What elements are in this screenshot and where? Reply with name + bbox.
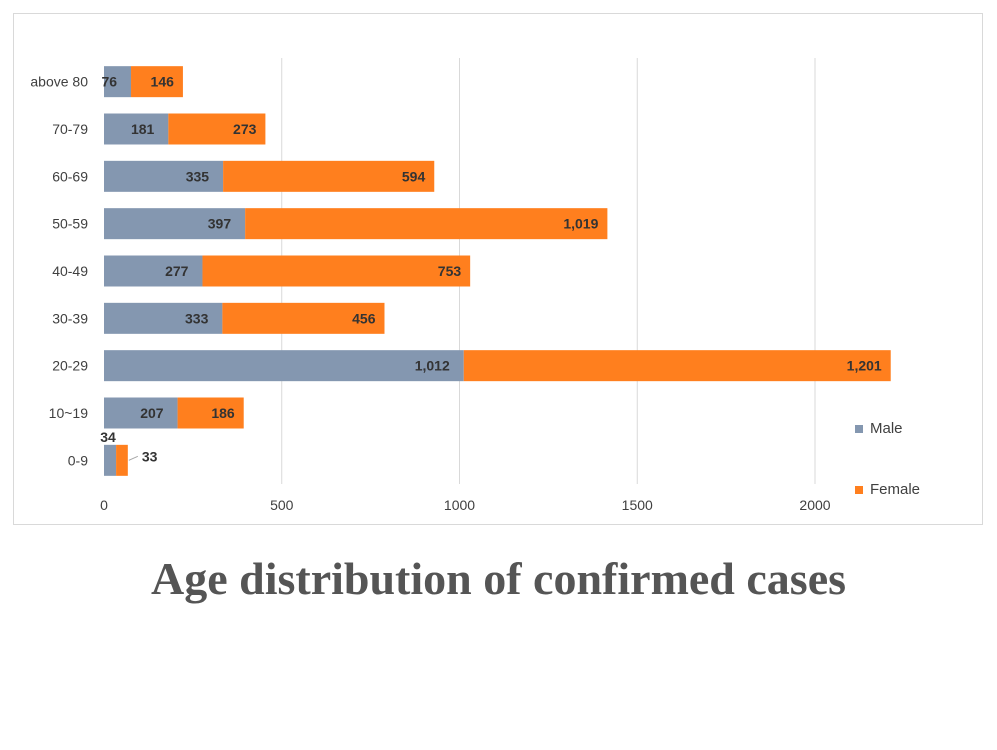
x-tick-label-1000: 1000 (444, 497, 475, 513)
legend-label-female: Female (870, 481, 920, 498)
value-label-female-4: 753 (438, 263, 462, 279)
y-category-label-1: 10~19 (49, 405, 89, 421)
value-label-male-1: 207 (140, 405, 164, 421)
x-tick-label-1500: 1500 (622, 497, 653, 513)
value-label-female-3: 456 (352, 310, 376, 326)
bar-female-7 (168, 113, 266, 145)
bar-chart: 0 500 1000 1500 2000 0-9 10~19 20-29 30-39 40-49 5… (30, 58, 920, 513)
bar-male-7 (104, 113, 169, 145)
y-category-label-5: 50-59 (52, 216, 88, 232)
bar-female-5 (245, 208, 608, 240)
value-label-male-4: 277 (165, 263, 189, 279)
bar-female-8 (131, 66, 183, 98)
bar-female-6 (223, 160, 435, 192)
x-tick-label-2000: 2000 (799, 497, 830, 513)
y-category-label-4: 40-49 (52, 263, 88, 279)
y-category-label-7: 70-79 (52, 121, 88, 137)
bar-male-5 (104, 208, 246, 240)
bar-male-1 (104, 397, 178, 429)
bar-female-4 (202, 255, 471, 287)
value-label-male-8: 76 (101, 74, 117, 90)
y-category-label-8: above 80 (30, 74, 88, 90)
x-tick-label-0: 0 (100, 497, 108, 513)
value-label-female-7: 273 (233, 121, 257, 137)
chart-frame: 0 500 1000 1500 2000 0-9 10~19 20-29 30-39 40-49 5… (13, 13, 983, 525)
value-label-male-7: 181 (131, 121, 155, 137)
bar-male-2 (104, 350, 464, 382)
value-label-female-1: 186 (211, 405, 235, 421)
bar-male-3 (104, 302, 223, 334)
value-label-female-8: 146 (151, 74, 175, 90)
value-label-male-6: 335 (186, 168, 210, 184)
bar-male-6 (104, 160, 224, 192)
y-category-label-3: 30-39 (52, 310, 88, 326)
value-label-female-0: 33 (142, 448, 158, 464)
value-label-female-5: 1,019 (563, 216, 598, 232)
legend-swatch-female (855, 486, 863, 494)
legend-swatch-male (855, 425, 863, 433)
legend-label-male: Male (870, 420, 903, 437)
value-label-male-3: 333 (185, 310, 209, 326)
leader-line-female-0 (128, 455, 139, 461)
bar-male-4 (104, 255, 203, 287)
value-label-male-0: 34 (100, 429, 116, 445)
y-category-label-6: 60-69 (52, 168, 88, 184)
x-tick-label-500: 500 (270, 497, 294, 513)
bar-female-1 (177, 397, 244, 429)
value-label-male-2: 1,012 (415, 358, 450, 374)
bar-male-8 (104, 66, 132, 98)
value-label-female-2: 1,201 (847, 358, 882, 374)
value-label-male-5: 397 (208, 216, 232, 232)
y-category-label-2: 20-29 (52, 358, 88, 374)
value-label-female-6: 594 (402, 168, 426, 184)
bar-female-2 (463, 350, 891, 382)
bar-female-0 (116, 444, 128, 476)
bar-female-3 (222, 302, 385, 334)
bar-male-0 (104, 444, 117, 476)
chart-title: Age distribution of confirmed cases (150, 553, 847, 604)
y-category-label-0: 0-9 (68, 452, 88, 468)
